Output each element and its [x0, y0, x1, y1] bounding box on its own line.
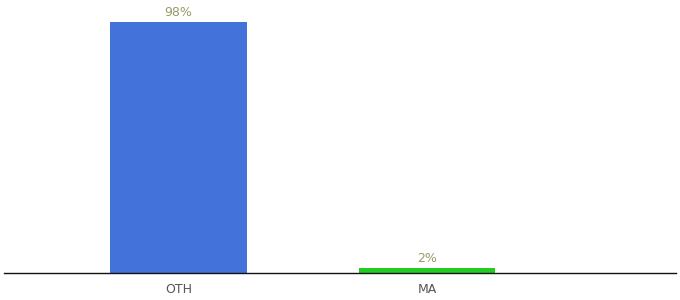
Text: 98%: 98% — [165, 6, 192, 19]
Text: 2%: 2% — [417, 252, 437, 265]
Bar — [358, 268, 496, 273]
Bar — [110, 22, 247, 273]
